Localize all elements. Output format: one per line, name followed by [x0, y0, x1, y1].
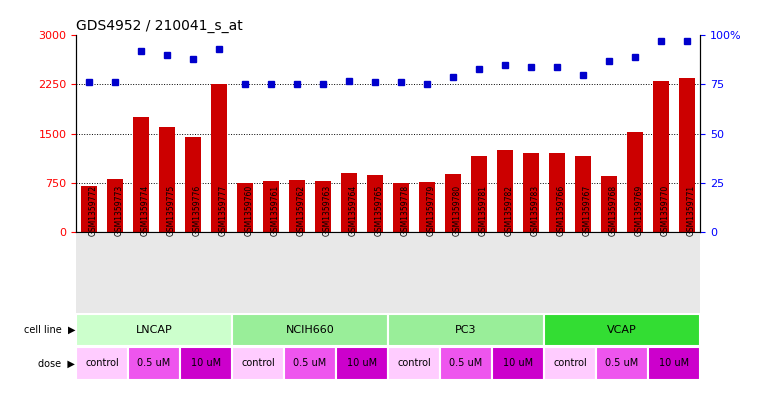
- Text: GSM1359771: GSM1359771: [687, 185, 696, 236]
- Text: 0.5 uM: 0.5 uM: [606, 358, 638, 368]
- Text: GSM1359783: GSM1359783: [531, 185, 540, 236]
- Text: GSM1359762: GSM1359762: [297, 185, 306, 236]
- Bar: [180, 347, 232, 380]
- Bar: [284, 347, 336, 380]
- Bar: [419, 182, 435, 232]
- Text: GSM1359773: GSM1359773: [115, 184, 124, 236]
- Text: dose  ▶: dose ▶: [39, 358, 75, 368]
- Text: GSM1359760: GSM1359760: [245, 184, 254, 236]
- Bar: [393, 183, 409, 232]
- Bar: [107, 179, 123, 232]
- Bar: [544, 347, 596, 380]
- Bar: [341, 173, 357, 232]
- Text: 10 uM: 10 uM: [659, 358, 689, 368]
- Bar: [81, 186, 97, 232]
- Bar: [368, 175, 383, 232]
- Bar: [575, 156, 591, 232]
- Text: GSM1359768: GSM1359768: [609, 185, 618, 236]
- Bar: [289, 180, 305, 232]
- Bar: [497, 150, 513, 232]
- Bar: [128, 347, 180, 380]
- Text: 0.5 uM: 0.5 uM: [450, 358, 482, 368]
- Bar: [524, 153, 539, 232]
- Text: GSM1359776: GSM1359776: [193, 184, 202, 236]
- Bar: [471, 156, 487, 232]
- Text: GDS4952 / 210041_s_at: GDS4952 / 210041_s_at: [76, 19, 243, 33]
- Text: GSM1359763: GSM1359763: [323, 184, 332, 236]
- Text: GSM1359772: GSM1359772: [89, 185, 98, 236]
- Text: LNCAP: LNCAP: [135, 325, 173, 335]
- Text: cell line  ▶: cell line ▶: [24, 325, 75, 335]
- Bar: [440, 347, 492, 380]
- Bar: [186, 137, 201, 232]
- Text: GSM1359770: GSM1359770: [661, 184, 670, 236]
- Bar: [315, 181, 331, 232]
- Bar: [76, 347, 128, 380]
- Bar: [549, 153, 565, 232]
- Text: 10 uM: 10 uM: [191, 358, 221, 368]
- Text: GSM1359769: GSM1359769: [635, 184, 644, 236]
- Text: 10 uM: 10 uM: [503, 358, 533, 368]
- Text: GSM1359767: GSM1359767: [583, 184, 592, 236]
- Bar: [596, 347, 648, 380]
- Text: GSM1359779: GSM1359779: [427, 184, 436, 236]
- Bar: [76, 314, 232, 346]
- Text: GSM1359782: GSM1359782: [505, 185, 514, 236]
- Bar: [212, 84, 227, 232]
- Text: GSM1359764: GSM1359764: [349, 184, 358, 236]
- Text: control: control: [241, 358, 275, 368]
- Bar: [388, 347, 440, 380]
- Text: 10 uM: 10 uM: [347, 358, 377, 368]
- Bar: [492, 347, 544, 380]
- Bar: [680, 78, 695, 232]
- Bar: [232, 347, 284, 380]
- Bar: [237, 183, 253, 232]
- Text: PC3: PC3: [455, 325, 477, 335]
- Text: GSM1359774: GSM1359774: [141, 184, 150, 236]
- Text: GSM1359775: GSM1359775: [167, 184, 176, 236]
- Bar: [544, 314, 700, 346]
- Text: VCAP: VCAP: [607, 325, 637, 335]
- Text: GSM1359777: GSM1359777: [219, 184, 228, 236]
- Bar: [627, 132, 643, 232]
- Text: control: control: [85, 358, 119, 368]
- Text: GSM1359761: GSM1359761: [271, 185, 280, 236]
- Bar: [601, 176, 617, 232]
- Text: control: control: [397, 358, 431, 368]
- Bar: [263, 181, 279, 232]
- Text: GSM1359766: GSM1359766: [557, 184, 566, 236]
- Bar: [653, 81, 669, 232]
- Bar: [133, 117, 149, 232]
- Text: control: control: [553, 358, 587, 368]
- Text: GSM1359780: GSM1359780: [453, 185, 462, 236]
- Text: GSM1359781: GSM1359781: [479, 185, 488, 236]
- Text: 0.5 uM: 0.5 uM: [138, 358, 170, 368]
- Bar: [648, 347, 700, 380]
- Bar: [159, 127, 175, 232]
- Bar: [445, 174, 461, 232]
- Text: NCIH660: NCIH660: [285, 325, 335, 335]
- Bar: [336, 347, 388, 380]
- Text: 0.5 uM: 0.5 uM: [294, 358, 326, 368]
- Bar: [388, 314, 544, 346]
- Text: GSM1359765: GSM1359765: [375, 184, 384, 236]
- Text: GSM1359778: GSM1359778: [401, 185, 410, 236]
- Bar: [232, 314, 388, 346]
